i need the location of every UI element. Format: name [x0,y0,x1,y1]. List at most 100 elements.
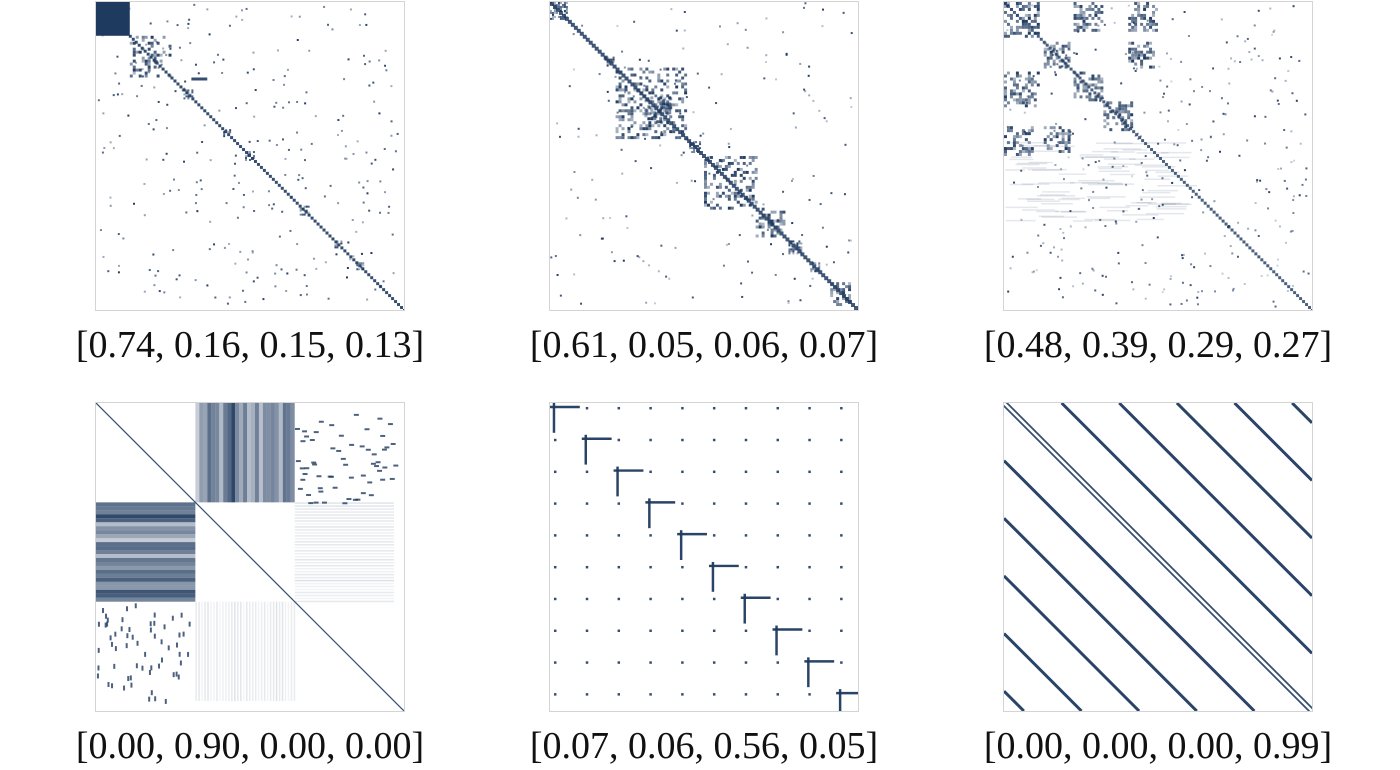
heatmap-cell [555,7,558,10]
heatmap-cell [848,297,852,301]
heatmap-streak [1005,219,1036,222]
heatmap-cell [1115,122,1119,126]
heatmap-cell [659,68,662,71]
heatmap-cell [553,9,556,12]
heatmap-cell [1091,74,1095,78]
heatmap-block [96,502,196,507]
heatmap-cell [284,157,287,160]
heatmap-cell [818,270,821,273]
heatmap-cell [645,124,649,128]
heatmap-cell [364,63,367,66]
heatmap-dash [355,498,361,501]
heatmap-diagonal [96,403,404,711]
heatmap-cell [733,158,737,162]
heatmap-cell [1082,16,1086,20]
heatmap-cell [733,179,737,183]
heatmap-diagonal [203,109,207,113]
heatmap-cell [1015,28,1019,32]
heatmap-cell [1149,16,1153,20]
heatmap-cell [810,270,813,273]
heatmap-cell [1250,58,1253,61]
heatmap-cell [669,115,673,119]
heatmap-cell [1196,303,1199,306]
heatmap-dash [309,439,315,442]
heatmap-cell [1027,22,1031,26]
heatmap-cell [1027,77,1031,81]
heatmap-dot [617,565,621,569]
heatmap-cell [1134,2,1138,5]
heatmap-streak [1061,197,1086,200]
heatmap-cell [1143,25,1147,29]
heatmap-cell [114,72,117,75]
heatmap-cell [1149,65,1153,69]
heatmap-cell [696,72,699,75]
heatmap-diagonal [1164,162,1168,166]
heatmap-cell [1049,138,1053,142]
heatmap-cell [245,271,248,274]
heatmap-cell [1237,221,1240,224]
heatmap-dash [375,461,381,464]
heatmap-cell [808,198,811,201]
heatmap-cell [606,62,609,65]
heatmap-cell [1134,53,1138,57]
heatmap-cell [242,289,245,292]
heatmap-cell [1163,288,1166,291]
heatmap-diagonal [713,165,718,170]
heatmap-cell [132,47,136,51]
heatmap-streak [294,547,395,549]
heatmap-streak [1107,163,1143,165]
heatmap-cell [663,97,667,101]
heatmap-streak [1136,218,1165,221]
heatmap-cell [666,127,670,131]
heatmap-cell [1188,103,1191,106]
heatmap-cell [1128,50,1132,54]
heatmap-cell [740,282,743,285]
heatmap-streak [201,601,203,702]
heatmap-cell [1212,67,1215,70]
heatmap-cell [1196,296,1199,299]
heatmap-streak [294,576,395,579]
heatmap-dash [134,603,137,609]
heatmap-diagonal [373,279,377,283]
heatmap-cell [1006,101,1010,105]
heatmap-cell [1273,29,1276,32]
heatmap-dash [96,673,99,679]
heatmap-cell [744,28,747,31]
heatmap-cell [1176,144,1179,147]
heatmap-cell [608,62,611,65]
heatmap-diagonal [1081,79,1085,83]
heatmap-dash [177,674,180,680]
heatmap-cell [1152,53,1156,57]
heatmap-cell [1055,50,1059,54]
heatmap-dot [649,597,652,601]
heatmap-cell [1134,62,1138,66]
heatmap-cell [836,285,840,289]
heatmap-cell [165,127,168,130]
heatmap-dot [840,661,843,664]
heatmap-cell [773,234,777,238]
heatmap-cell [818,264,821,267]
heatmap-cell [1140,161,1143,164]
heatmap-cell [761,207,765,211]
heatmap-cell [559,15,562,18]
heatmap-cell [675,79,679,83]
heatmap-diagonal [352,258,356,262]
heatmap-cell [299,213,302,216]
heatmap-cell [553,11,556,14]
heatmap-cell [668,105,672,109]
heatmap-cell [1046,59,1050,63]
heatmap-dot [617,629,621,633]
heatmap-cell [626,227,629,230]
heatmap-cell [792,252,795,255]
heatmap-cell [1021,129,1025,133]
heatmap-diagonal [248,154,251,157]
heatmap-dash [127,676,130,682]
heatmap-cell [1143,55,1146,58]
heatmap-cell [618,100,622,104]
heatmap-cell [1027,71,1031,75]
heatmap-cell [765,17,768,20]
heatmap-dot [649,534,652,537]
heatmap-diagonal [1087,85,1091,89]
heatmap-diagonal [761,213,766,218]
heatmap-cell [147,59,151,63]
